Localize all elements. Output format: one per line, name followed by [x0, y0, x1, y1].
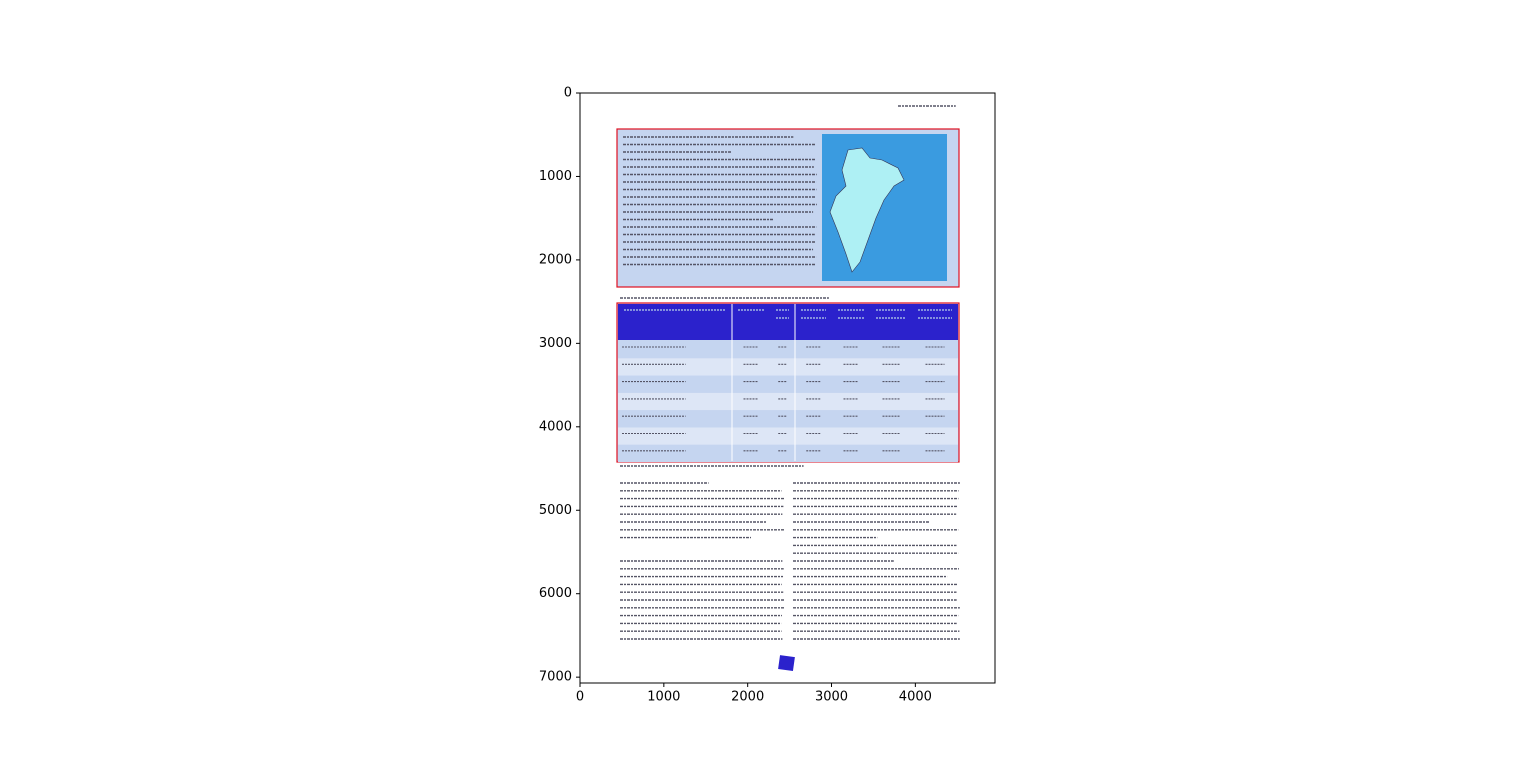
y-tick-label: 6000 — [539, 586, 572, 601]
table-row — [618, 392, 958, 411]
table-row — [618, 410, 958, 428]
document-image — [580, 93, 995, 683]
table-header — [618, 304, 958, 340]
y-tick-label: 4000 — [539, 419, 572, 434]
y-tick-label: 1000 — [539, 169, 572, 184]
table-row — [618, 341, 958, 359]
logo — [778, 655, 795, 672]
table-row — [618, 444, 958, 463]
x-tick-label: 2000 — [731, 690, 764, 705]
x-tick-label: 0 — [576, 690, 584, 705]
x-tick-label: 3000 — [815, 690, 848, 705]
x-tick-label: 1000 — [647, 690, 680, 705]
table-row — [618, 358, 958, 376]
y-tick-label: 0 — [564, 86, 572, 101]
axes-frame — [579, 92, 996, 684]
x-tick-label: 4000 — [899, 690, 932, 705]
table-row — [618, 375, 958, 393]
map-shape — [829, 147, 905, 273]
table-row — [618, 427, 958, 445]
y-tick-label: 2000 — [539, 252, 572, 267]
y-tick-label: 7000 — [539, 670, 572, 685]
y-tick-label: 3000 — [539, 336, 572, 351]
y-tick-label: 5000 — [539, 503, 572, 518]
